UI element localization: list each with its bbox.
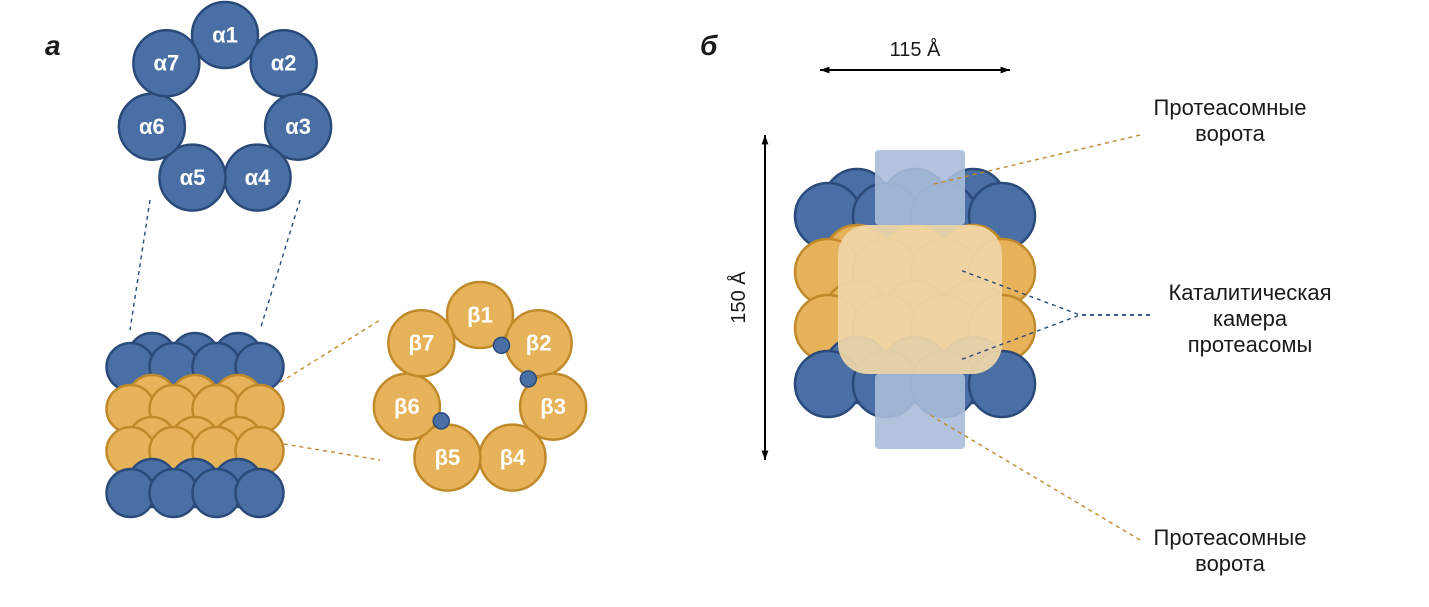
active-site-dot	[520, 371, 536, 387]
annotation-label: камера	[1213, 306, 1288, 331]
panel-label-b: б	[700, 30, 718, 61]
arrowhead	[1001, 67, 1010, 74]
subunit-label: α2	[271, 51, 297, 76]
panel-label-a: а	[45, 30, 61, 61]
subunit-label: α5	[180, 165, 206, 190]
arrowhead	[762, 451, 769, 460]
arrowhead	[820, 67, 829, 74]
proteasome-gate-bottom	[875, 374, 965, 449]
annotation-label: Каталитическая	[1168, 280, 1331, 305]
barrel-subunit-front	[107, 469, 155, 517]
connector-line	[130, 200, 150, 330]
subunit-label: β5	[435, 445, 461, 470]
subunit-label: β6	[394, 394, 420, 419]
active-site-dot	[433, 413, 449, 429]
subunit-label: β4	[500, 445, 526, 470]
annotation-label: протеасомы	[1188, 332, 1313, 357]
barrel-subunit-front	[236, 469, 284, 517]
subunit-label: α7	[153, 51, 179, 76]
connector-line	[260, 200, 300, 330]
annotation-label: Протеасомные	[1154, 525, 1307, 550]
dimension-height-label: 150 Å	[727, 271, 750, 324]
subunit-label: β2	[526, 331, 552, 356]
annotation-label: Протеасомные	[1154, 95, 1307, 120]
annotation-label: ворота	[1195, 121, 1265, 146]
subunit-label: β1	[467, 303, 493, 328]
annotation-label: ворота	[1195, 551, 1265, 576]
subunit-label: α1	[212, 23, 238, 48]
arrowhead	[762, 135, 769, 144]
proteasome-barrel	[107, 333, 284, 517]
proteasome-gate-top	[875, 150, 965, 225]
catalytic-chamber	[838, 225, 1002, 374]
subunit-label: α4	[245, 165, 272, 190]
subunit-label: α6	[139, 114, 165, 139]
barrel-subunit-front	[193, 469, 241, 517]
subunit-label: α3	[285, 114, 311, 139]
barrel-subunit-front	[150, 469, 198, 517]
active-site-dot	[494, 337, 510, 353]
dimension-width-label: 115 Å	[890, 38, 941, 61]
subunit-label: β7	[409, 331, 435, 356]
subunit-label: β3	[540, 394, 566, 419]
